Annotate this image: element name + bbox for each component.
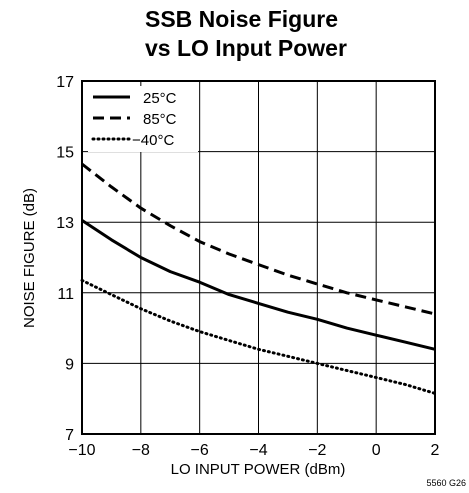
y-axis-label: NOISE FIGURE (dB) xyxy=(21,188,38,328)
series-line-25c xyxy=(81,219,436,351)
x-tick-label: 2 xyxy=(431,442,440,459)
plot-frame xyxy=(81,80,436,435)
x-tick-label: −4 xyxy=(249,442,267,459)
y-tick-label: 13 xyxy=(56,215,74,232)
y-tick-label: 7 xyxy=(65,427,74,444)
legend-label-85c: 85°C xyxy=(143,111,177,128)
x-axis-label: LO INPUT POWER (dBm) xyxy=(171,461,346,478)
x-tick-label: −6 xyxy=(191,442,209,459)
series-line-85c xyxy=(81,162,436,316)
legend: 25°C 85°C −40°C xyxy=(88,86,198,152)
x-tick-label: −8 xyxy=(132,442,150,459)
x-tick-label: −2 xyxy=(308,442,326,459)
y-tick-label: 9 xyxy=(65,356,74,373)
series-line-minus40c xyxy=(80,278,437,395)
tick-labels: −10 −8 −6 −4 −2 0 2 7 9 11 13 15 17 xyxy=(56,74,439,459)
x-tick-label: 0 xyxy=(372,442,381,459)
y-tick-label: 11 xyxy=(57,286,74,303)
legend-label-25c: 25°C xyxy=(143,90,177,107)
x-tick-label: −10 xyxy=(68,442,95,459)
chart-title-line-2: vs LO Input Power xyxy=(145,35,347,61)
figure-id: 5560 G26 xyxy=(426,478,466,488)
y-tick-label: 15 xyxy=(56,145,74,162)
chart-title-line-1: SSB Noise Figure xyxy=(145,6,338,32)
legend-label-minus40c: −40°C xyxy=(132,132,174,149)
series-layer xyxy=(80,162,437,395)
y-tick-label: 17 xyxy=(56,74,74,91)
